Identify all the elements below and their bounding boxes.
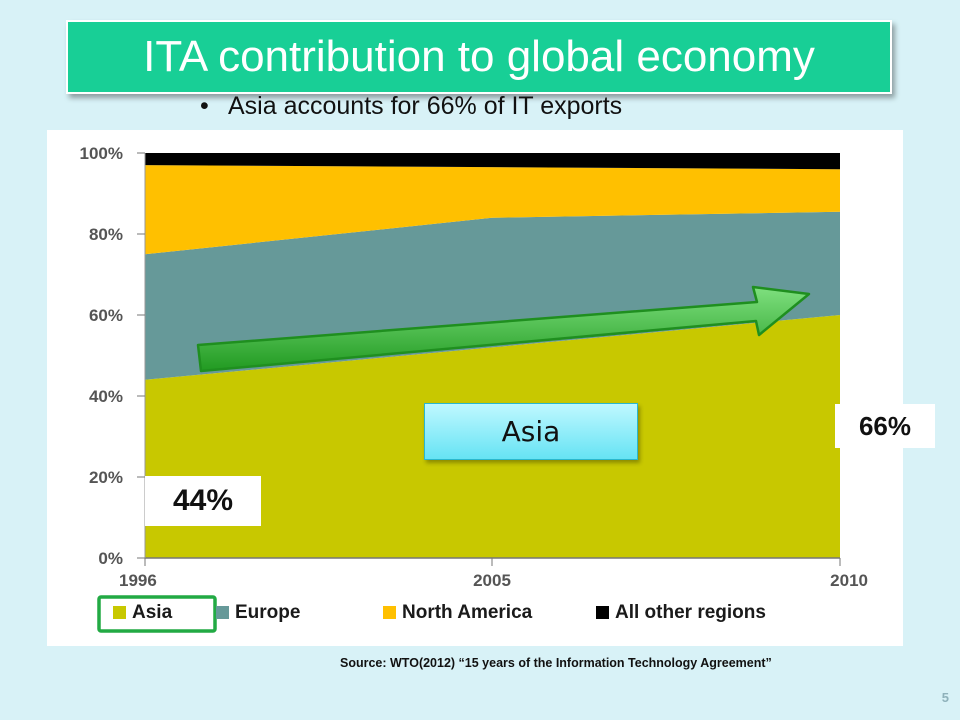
slide-title: ITA contribution to global economy — [143, 32, 815, 81]
y-tick-label: 40% — [89, 387, 123, 406]
y-tick-label: 20% — [89, 468, 123, 487]
x-tick-label: 2010 — [830, 571, 868, 590]
y-tick-label: 100% — [80, 144, 123, 163]
legend-swatch-north-america — [383, 606, 396, 619]
legend-swatch-europe — [216, 606, 229, 619]
bullet-dot-icon: • — [200, 92, 209, 120]
end-value-callout: 66% — [835, 404, 935, 448]
legend-label-europe: Europe — [235, 602, 300, 623]
bullet-point: • Asia accounts for 66% of IT exports — [200, 92, 622, 121]
area-all-other-regions — [145, 153, 840, 170]
chart-panel: 0% 20% 40% 60% 80% 100% 1996 2005 2010 Asia Europ… — [47, 130, 935, 646]
page-number: 5 — [941, 690, 949, 705]
title-banner: ITA contribution to global economy — [66, 20, 892, 94]
y-tick-label: 0% — [98, 549, 123, 568]
x-tick-label: 2005 — [473, 571, 511, 590]
y-tick-label: 60% — [89, 306, 123, 325]
legend-swatch-all-other-regions — [596, 606, 609, 619]
x-tick-label: 1996 — [119, 571, 157, 590]
asia-region-label: Asia — [424, 403, 638, 460]
area-north-america — [145, 165, 840, 255]
source-citation: Source: WTO(2012) “15 years of the Infor… — [340, 656, 772, 670]
bullet-text: Asia accounts for 66% of IT exports — [228, 92, 623, 120]
legend-label-asia: Asia — [132, 602, 173, 623]
stacked-area-chart: 0% 20% 40% 60% 80% 100% 1996 2005 2010 Asia Europ… — [80, 144, 868, 633]
y-tick-label: 80% — [89, 225, 123, 244]
start-value-callout: 44% — [145, 476, 261, 526]
trend-arrow-icon — [196, 285, 811, 373]
legend-highlight-box — [97, 595, 217, 633]
legend-swatch-asia — [113, 606, 126, 619]
legend-label-north-america: North America — [402, 602, 533, 623]
legend-label-all-other-regions: All other regions — [615, 602, 766, 623]
